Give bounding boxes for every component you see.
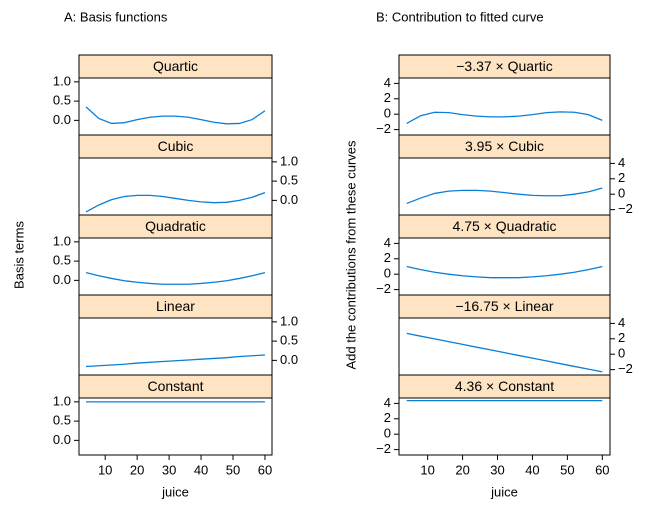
y-tick-label: 0.0 (53, 432, 71, 447)
strip-label: 4.75 × Quadratic (453, 218, 557, 234)
x-tick-label: 10 (420, 462, 434, 477)
y-tick-label: 0 (384, 106, 391, 121)
y-tick-label: 0.0 (53, 112, 71, 127)
y-tick-label: 2 (384, 410, 391, 425)
x-tick-label: 30 (162, 462, 176, 477)
strip-label: Cubic (158, 138, 194, 154)
strip-label: −3.37 × Quartic (456, 58, 553, 74)
strip-label: 4.36 × Constant (455, 378, 554, 394)
x-tick-label: 40 (525, 462, 539, 477)
panel (78, 77, 273, 136)
panel (78, 397, 273, 456)
x-tick-label: 30 (490, 462, 504, 477)
strip-label: Quadratic (145, 218, 206, 234)
panel (78, 237, 273, 296)
x-axis-label: juice (161, 484, 189, 499)
y-tick-label: 4 (384, 235, 391, 250)
y-tick-label: 1.0 (53, 233, 71, 248)
strip-label: Linear (156, 298, 195, 314)
y-tick-label: 0.5 (53, 93, 71, 108)
y-tick-label: 0.0 (280, 192, 298, 207)
curve (85, 354, 266, 368)
panel (398, 397, 611, 456)
curve (85, 106, 266, 125)
y-tick-label: 0.0 (53, 272, 71, 287)
panel (398, 77, 611, 136)
strip-label: Constant (147, 378, 203, 394)
y-tick-label: 4 (384, 395, 391, 410)
y-tick-label: 4 (618, 155, 625, 170)
curve (406, 265, 603, 279)
curve (406, 111, 603, 125)
y-tick-label: 1.0 (280, 313, 298, 328)
y-tick-label: −2 (376, 441, 391, 456)
chart-title: A: Basis functions (64, 9, 168, 24)
y-axis-label: Add the contributions from these curves (343, 140, 358, 370)
y-tick-label: 0.5 (53, 253, 71, 268)
x-tick-label: 20 (455, 462, 469, 477)
x-tick-label: 50 (226, 462, 240, 477)
y-tick-label: −2 (618, 361, 633, 376)
panel (398, 157, 611, 216)
y-tick-label: 0.5 (53, 413, 71, 428)
y-tick-label: 4 (618, 315, 625, 330)
chart-title: B: Contribution to fitted curve (376, 9, 544, 24)
y-tick-label: 2 (384, 90, 391, 105)
x-axis-label: juice (490, 484, 518, 499)
y-tick-label: 1.0 (280, 153, 298, 168)
strip-label: −16.75 × Linear (455, 298, 553, 314)
x-tick-label: 60 (595, 462, 609, 477)
curve (85, 192, 266, 213)
x-tick-label: 40 (194, 462, 208, 477)
y-tick-label: 0 (618, 346, 625, 361)
y-tick-label: 2 (618, 330, 625, 345)
y-tick-label: 1.0 (53, 73, 71, 88)
strip-label: 3.95 × Cubic (465, 138, 544, 154)
curve (406, 332, 603, 373)
x-tick-label: 50 (560, 462, 574, 477)
y-tick-label: −2 (376, 121, 391, 136)
curve (85, 272, 266, 285)
y-tick-label: 0 (384, 426, 391, 441)
y-tick-label: 0.5 (280, 173, 298, 188)
y-tick-label: 0 (384, 266, 391, 281)
x-tick-label: 10 (98, 462, 112, 477)
y-axis-label: Basis terms (11, 221, 26, 289)
panel (78, 317, 273, 376)
x-tick-label: 20 (130, 462, 144, 477)
y-tick-label: 0.0 (280, 352, 298, 367)
y-tick-label: 2 (618, 170, 625, 185)
y-tick-label: −2 (618, 201, 633, 216)
panel (398, 317, 611, 376)
y-tick-label: 0.5 (280, 333, 298, 348)
y-tick-label: −2 (376, 281, 391, 296)
y-tick-label: 1.0 (53, 393, 71, 408)
y-tick-label: 2 (384, 250, 391, 265)
strip-label: Quartic (153, 58, 198, 74)
curve (406, 187, 603, 205)
panel (398, 237, 611, 296)
x-tick-label: 60 (258, 462, 272, 477)
panel (78, 157, 273, 216)
y-tick-label: 0 (618, 186, 625, 201)
y-tick-label: 4 (384, 75, 391, 90)
